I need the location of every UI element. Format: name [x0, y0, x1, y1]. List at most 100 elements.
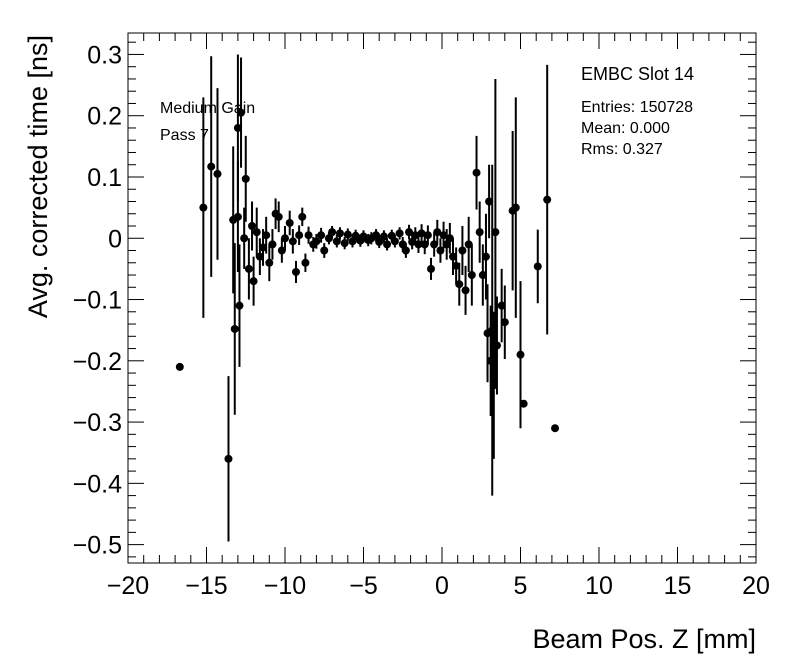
- data-point: [464, 240, 473, 249]
- data-point: [324, 234, 333, 243]
- data-point: [240, 234, 249, 243]
- data-point: [175, 362, 184, 371]
- data-point: [375, 237, 384, 246]
- data-point: [486, 356, 495, 365]
- data-point: [332, 237, 341, 246]
- data-point: [249, 277, 258, 286]
- data-point: [442, 240, 451, 249]
- data-point: [423, 231, 432, 240]
- data-point: [343, 230, 352, 239]
- data-point: [233, 212, 242, 221]
- data-point: [478, 271, 487, 280]
- data-point: [252, 228, 261, 237]
- data-point: [340, 239, 349, 248]
- data-point: [511, 203, 520, 212]
- data-point: [390, 237, 399, 246]
- stats-title: EMBC Slot 14: [581, 64, 694, 84]
- data-point: [268, 240, 277, 249]
- y-tick-label: −0.3: [73, 409, 122, 437]
- data-point: [317, 231, 326, 240]
- data-point: [491, 228, 500, 237]
- data-point: [372, 231, 381, 240]
- data-point: [420, 240, 429, 249]
- data-point: [248, 222, 257, 231]
- data-point: [328, 228, 337, 237]
- data-point: [485, 197, 494, 206]
- y-tick-label: 0.2: [87, 103, 122, 131]
- x-tick-label: 10: [585, 572, 613, 600]
- data-point: [448, 252, 457, 261]
- data-point: [452, 261, 461, 270]
- data-point: [472, 168, 481, 177]
- y-tick-label: 0.3: [87, 41, 122, 69]
- data-point: [481, 252, 490, 261]
- stats-rms: Rms: 0.327: [581, 141, 663, 158]
- data-point: [500, 318, 509, 327]
- data-point: [291, 267, 300, 276]
- data-point: [519, 399, 528, 408]
- data-point: [237, 108, 246, 117]
- data-point: [401, 246, 410, 255]
- data-point: [488, 326, 497, 335]
- data-point: [395, 229, 404, 238]
- data-point: [383, 240, 392, 249]
- x-tick-label: 0: [435, 572, 449, 600]
- data-point: [255, 252, 264, 261]
- y-axis-tick-labels: 0.3 0.2 0.1 0 −0.1 −0.2 −0.3 −0.4 −0.5: [73, 41, 122, 559]
- data-point: [405, 228, 414, 237]
- data-point: [379, 232, 388, 241]
- data-point: [259, 243, 268, 252]
- data-point: [301, 258, 310, 267]
- data-point: [497, 301, 506, 310]
- data-point: [492, 341, 501, 350]
- data-point: [398, 240, 407, 249]
- data-point: [265, 258, 274, 267]
- x-tick-label: 20: [742, 572, 770, 600]
- data-point: [551, 424, 560, 433]
- data-point: [281, 234, 289, 243]
- stats-entries: Entries: 150728: [581, 99, 693, 116]
- x-tick-label: −20: [107, 572, 149, 600]
- data-point: [335, 229, 344, 238]
- x-tick-label: −5: [349, 572, 378, 600]
- data-point: [277, 246, 286, 255]
- data-point: [244, 264, 253, 273]
- x-tick-label: 15: [664, 572, 692, 600]
- data-point: [230, 324, 239, 333]
- data-point: [445, 234, 454, 243]
- y-tick-label: −0.4: [73, 470, 122, 498]
- y-tick-label: −0.5: [73, 532, 122, 560]
- x-tick-label: −15: [185, 572, 227, 600]
- y-tick-label: 0: [108, 225, 122, 253]
- x-tick-label: −10: [264, 572, 306, 600]
- data-point: [467, 271, 476, 280]
- data-point: [489, 381, 498, 390]
- data-point: [235, 301, 244, 310]
- y-axis-title: Avg. corrected time [ns]: [23, 35, 53, 318]
- data-point: [207, 162, 216, 171]
- data-point: [433, 228, 442, 237]
- data-point: [439, 231, 448, 240]
- data-point: [458, 246, 467, 255]
- data-point: [304, 231, 313, 240]
- data-point: [516, 350, 525, 359]
- y-tick-label: −0.2: [73, 348, 122, 376]
- x-axis-tick-labels: −20 −15 −10 −5 0 5 10 15 20: [107, 572, 770, 600]
- data-point: [436, 246, 445, 255]
- data-point: [543, 195, 552, 204]
- data-point: [408, 237, 417, 246]
- data-point: [475, 228, 484, 237]
- data-point: [533, 262, 542, 271]
- data-point: [320, 246, 329, 255]
- x-axis-title: Beam Pos. Z [mm]: [532, 624, 756, 654]
- axis-ticks: [127, 33, 757, 563]
- data-point: [199, 203, 208, 212]
- x-tick-label: 5: [514, 572, 528, 600]
- data-point: [285, 218, 294, 227]
- y-tick-label: 0.1: [87, 164, 122, 192]
- data-point: [417, 229, 426, 238]
- data-point: [233, 123, 242, 132]
- data-point: [411, 231, 420, 240]
- data-point: [241, 174, 250, 183]
